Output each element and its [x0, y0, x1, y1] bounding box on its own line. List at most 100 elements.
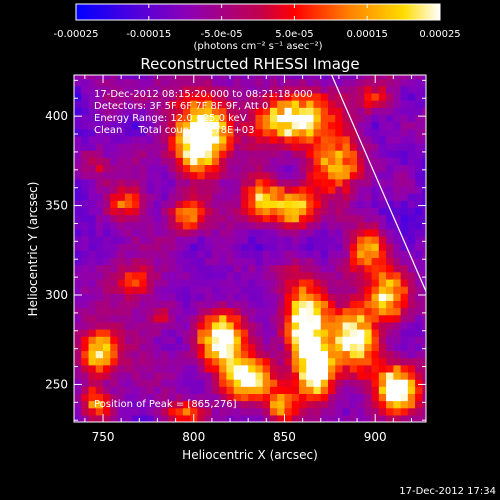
heatmap-cell [407, 207, 416, 216]
heatmap-cell [393, 257, 402, 266]
heatmap-cell [161, 178, 169, 187]
heatmap-cell [233, 400, 242, 409]
heatmap-cell [219, 336, 228, 344]
heatmap-cell [182, 400, 191, 409]
heatmap-cell [342, 100, 351, 108]
heatmap-cell [386, 300, 394, 309]
heatmap-cell [81, 221, 90, 230]
heatmap-cell [407, 271, 416, 280]
heatmap-cell [407, 100, 416, 108]
heatmap-cell [269, 121, 278, 130]
heatmap-cell [233, 142, 242, 151]
heatmap-cell [197, 171, 206, 180]
heatmap-cell [175, 414, 184, 422]
heatmap-cell [182, 350, 191, 359]
heatmap-cell [110, 350, 119, 359]
heatmap-cell [269, 92, 278, 101]
heatmap-cell [139, 414, 148, 422]
heatmap-cell [371, 407, 380, 416]
heatmap-cell [95, 257, 104, 266]
heatmap-cell [262, 400, 271, 409]
heatmap-cell [342, 343, 351, 352]
heatmap-cell [197, 121, 206, 130]
heatmap-cell [349, 214, 358, 223]
heatmap-cell [357, 321, 365, 330]
heatmap-cell [88, 271, 97, 280]
heatmap-cell [415, 214, 423, 223]
heatmap-cell [190, 250, 198, 259]
heatmap-cell [182, 314, 191, 323]
colorbar-tick-label: 5.0e-05 [275, 29, 313, 40]
heatmap-cell [153, 278, 162, 287]
annotation-peak-position: Position of Peak = [865,276] [94, 399, 237, 410]
heatmap-cell [139, 386, 148, 394]
heatmap-cell [298, 371, 307, 380]
heatmap-cell [175, 364, 184, 373]
heatmap-cell [298, 157, 307, 166]
heatmap-cell [248, 379, 257, 387]
heatmap-cell [422, 150, 426, 158]
heatmap-cell [219, 221, 228, 230]
heatmap-cell [204, 207, 213, 216]
heatmap-cell [422, 228, 426, 237]
heatmap-cell [226, 235, 235, 244]
heatmap-cell [117, 314, 126, 323]
heatmap-cell [248, 157, 257, 166]
heatmap-cell [415, 235, 423, 244]
heatmap-cell [320, 243, 329, 251]
heatmap-cell [386, 264, 394, 273]
heatmap-cell [139, 221, 148, 230]
heatmap-cell [161, 393, 169, 402]
heatmap-cell [298, 214, 307, 223]
heatmap-cell [95, 178, 104, 187]
heatmap-cell [255, 407, 264, 416]
heatmap-cell [349, 407, 358, 416]
heatmap-cell [233, 92, 242, 101]
heatmap-cell [378, 293, 387, 301]
heatmap-cell [262, 193, 271, 201]
heatmap-cell [168, 178, 177, 187]
heatmap-cell [240, 85, 249, 94]
heatmap-cell [124, 264, 133, 273]
heatmap-cell [328, 336, 336, 344]
heatmap-cell [233, 100, 242, 108]
heatmap-cell [190, 257, 198, 266]
heatmap-cell [284, 328, 293, 337]
heatmap-cell [204, 164, 213, 173]
heatmap-cell [95, 321, 104, 330]
heatmap-cell [211, 121, 220, 130]
heatmap-cell [110, 371, 119, 380]
heatmap-cell [357, 92, 365, 101]
heatmap-cell [95, 185, 104, 194]
heatmap-cell [284, 407, 293, 416]
heatmap-cell [204, 343, 213, 352]
heatmap-cell [132, 193, 140, 201]
heatmap-cell [117, 257, 126, 266]
heatmap-cell [342, 193, 351, 201]
heatmap-cell [342, 357, 351, 366]
heatmap-cell [146, 286, 155, 294]
heatmap-cell [298, 343, 307, 352]
heatmap-cell [233, 271, 242, 280]
heatmap-cell [306, 314, 315, 323]
heatmap-cell [393, 193, 402, 201]
heatmap-cell [233, 293, 242, 301]
heatmap-cell [197, 293, 206, 301]
heatmap-cell [262, 78, 271, 87]
heatmap-cell [306, 278, 315, 287]
heatmap-cell [328, 271, 336, 280]
heatmap-cell [291, 75, 300, 80]
heatmap-cell [132, 307, 140, 316]
heatmap-cell [269, 200, 278, 208]
heatmap-cell [328, 207, 336, 216]
heatmap-cell [248, 250, 257, 259]
heatmap-cell [132, 114, 140, 123]
heatmap-cell [269, 214, 278, 223]
heatmap-cell [371, 185, 380, 194]
heatmap-cell [190, 407, 198, 416]
heatmap-cell [386, 243, 394, 251]
heatmap-cell [422, 257, 426, 266]
heatmap-cell [197, 328, 206, 337]
heatmap-cell [74, 257, 82, 266]
heatmap-cell [320, 414, 329, 422]
